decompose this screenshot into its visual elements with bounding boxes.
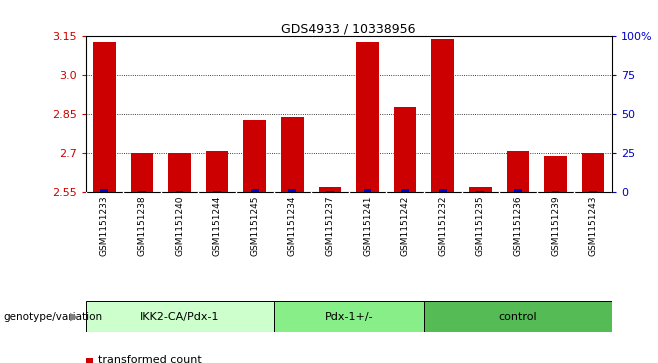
Text: GSM1151244: GSM1151244	[213, 196, 222, 256]
Bar	[176, 191, 184, 192]
Text: GSM1151241: GSM1151241	[363, 196, 372, 256]
Text: GSM1151236: GSM1151236	[513, 196, 522, 256]
Text: ▶: ▶	[70, 312, 79, 322]
Bar	[589, 191, 597, 192]
Bar	[364, 189, 372, 192]
Bar	[288, 189, 296, 192]
Bar	[318, 187, 342, 192]
Text: GSM1151239: GSM1151239	[551, 196, 560, 256]
Text: IKK2-CA/Pdx-1: IKK2-CA/Pdx-1	[139, 312, 219, 322]
Bar	[213, 191, 221, 192]
Text: control: control	[499, 312, 537, 322]
Bar	[326, 191, 334, 192]
Bar	[469, 187, 492, 192]
Bar	[544, 156, 567, 192]
Text: GSM1151237: GSM1151237	[326, 196, 334, 256]
Bar	[476, 191, 484, 192]
Bar	[394, 106, 417, 192]
Bar	[439, 189, 447, 192]
Bar	[243, 119, 266, 192]
Bar	[86, 301, 274, 332]
Bar	[551, 191, 559, 192]
Bar	[86, 358, 93, 363]
Bar	[356, 41, 379, 192]
Bar	[432, 39, 454, 192]
Text: GSM1151238: GSM1151238	[138, 196, 147, 256]
Bar	[138, 191, 146, 192]
Text: GSM1151243: GSM1151243	[589, 196, 597, 256]
Bar	[101, 189, 109, 192]
Bar	[168, 153, 191, 192]
Bar	[582, 153, 605, 192]
Bar	[424, 301, 612, 332]
Text: GSM1151234: GSM1151234	[288, 196, 297, 256]
Text: GSM1151233: GSM1151233	[100, 196, 109, 256]
Bar	[507, 151, 529, 192]
Text: GSM1151245: GSM1151245	[250, 196, 259, 256]
Bar	[274, 301, 424, 332]
Text: GSM1151235: GSM1151235	[476, 196, 485, 256]
Title: GDS4933 / 10338956: GDS4933 / 10338956	[282, 22, 416, 35]
Bar	[93, 41, 116, 192]
Bar	[401, 189, 409, 192]
Text: transformed count: transformed count	[98, 355, 202, 363]
Text: Pdx-1+/-: Pdx-1+/-	[324, 312, 373, 322]
Text: GSM1151240: GSM1151240	[175, 196, 184, 256]
Text: genotype/variation: genotype/variation	[3, 312, 103, 322]
Bar	[206, 151, 228, 192]
Text: GSM1151232: GSM1151232	[438, 196, 447, 256]
Text: GSM1151242: GSM1151242	[401, 196, 410, 256]
Bar	[514, 189, 522, 192]
Bar	[131, 153, 153, 192]
Bar	[251, 189, 259, 192]
Bar	[281, 117, 303, 192]
